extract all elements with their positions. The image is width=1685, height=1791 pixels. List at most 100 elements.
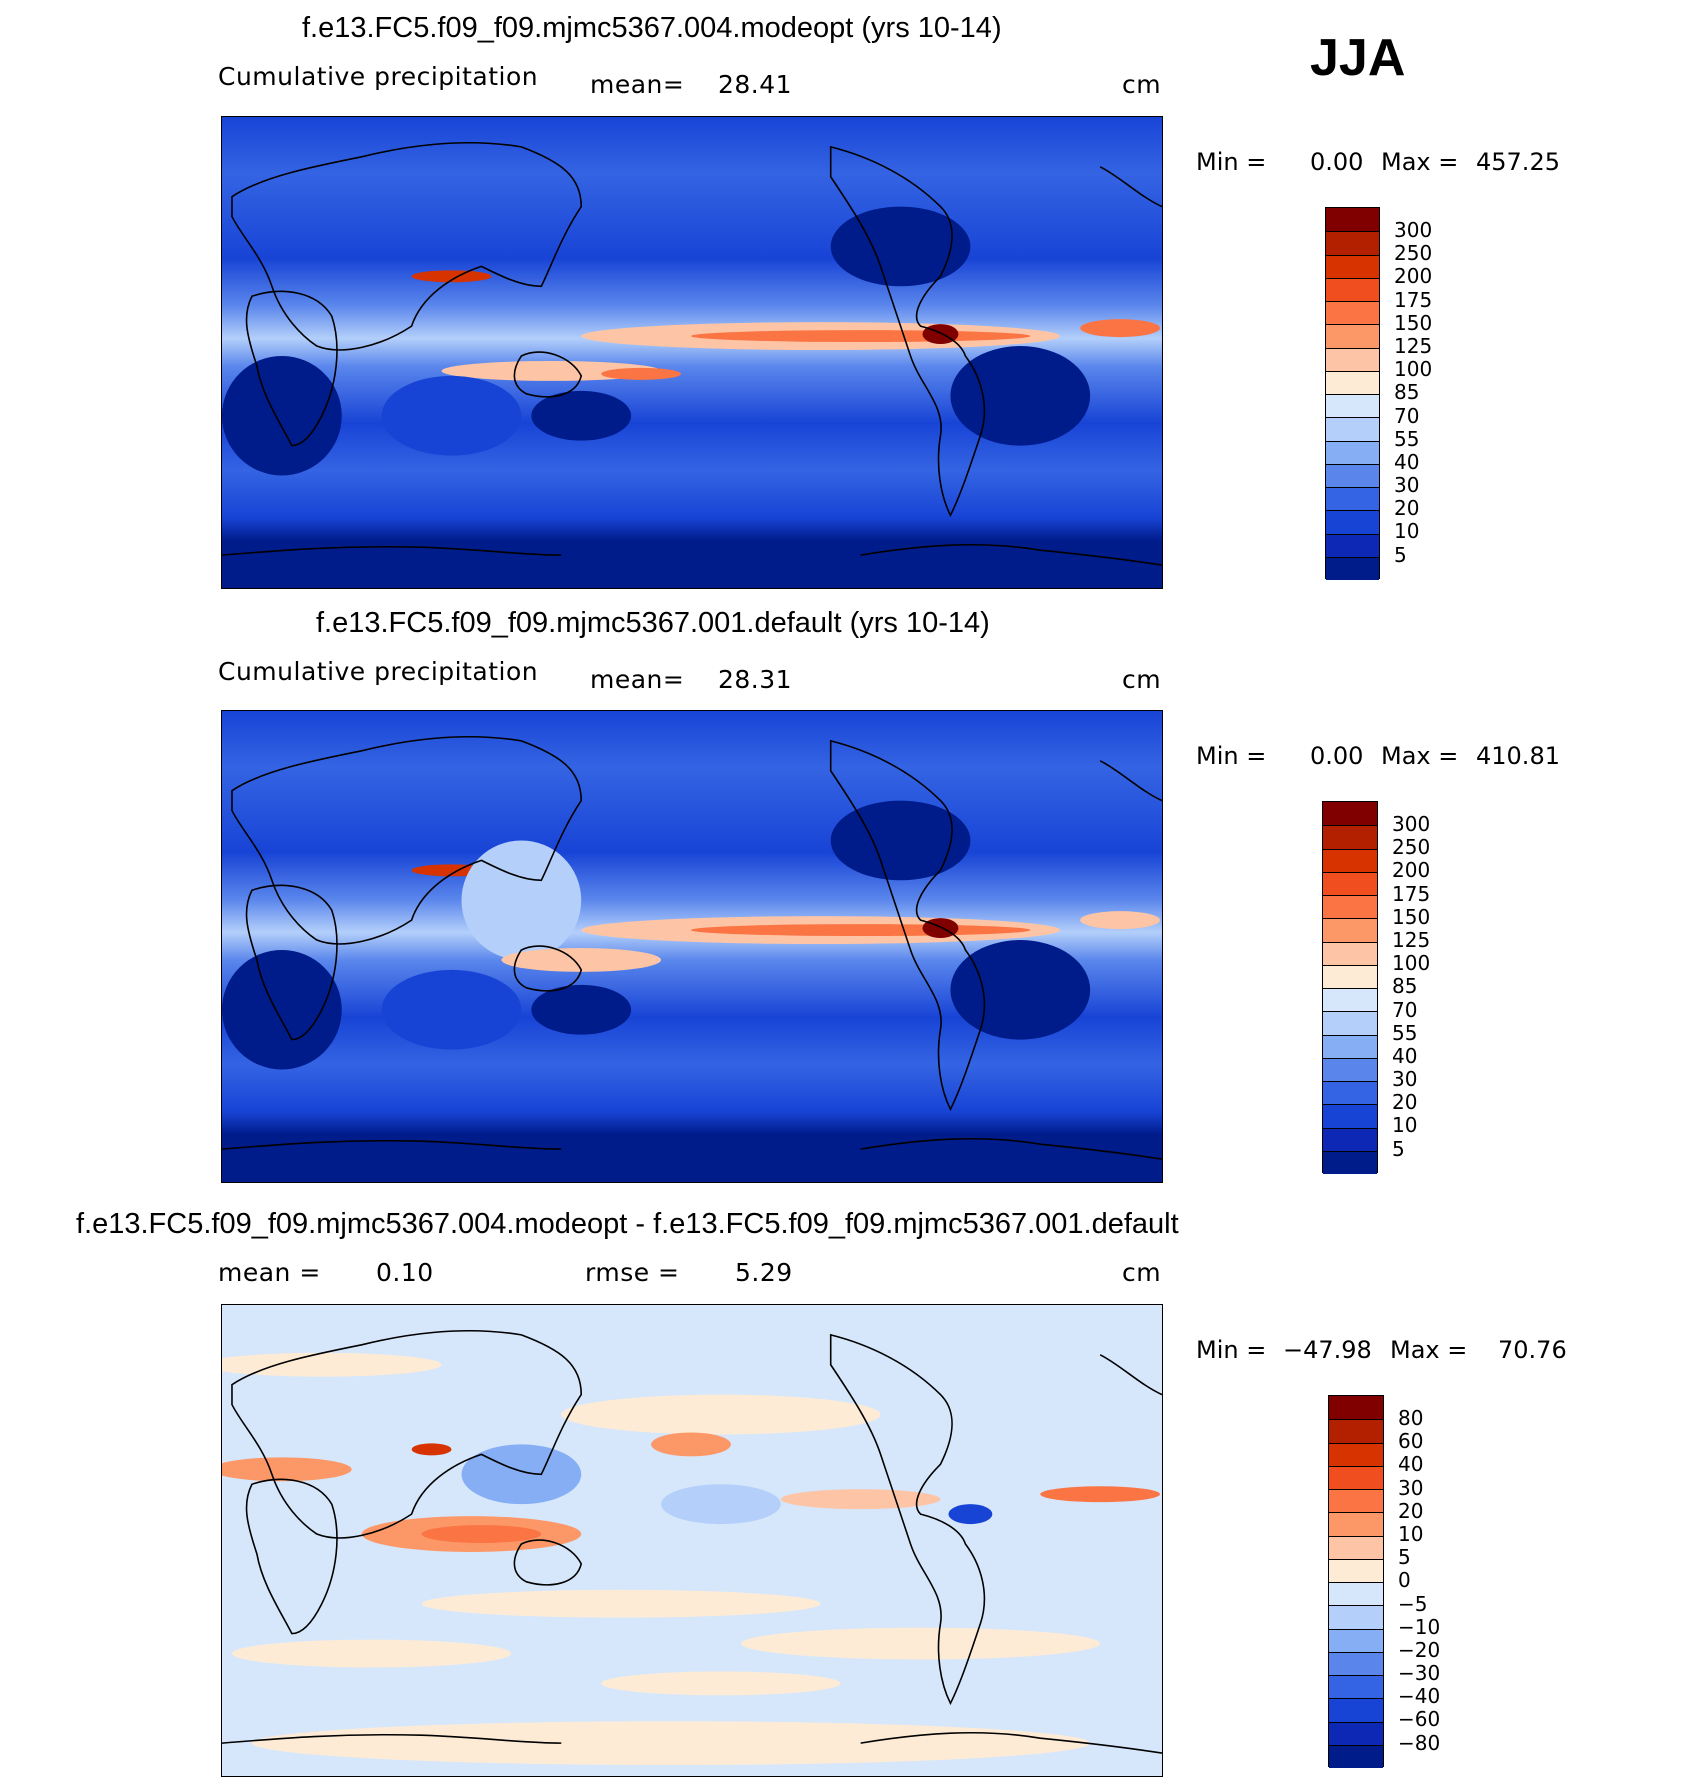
- panel2-precip-map: [221, 710, 1163, 1183]
- panel1-colorbar-swatch: [1326, 417, 1379, 441]
- panel1-colorbar: [1325, 207, 1380, 580]
- panel3-colorbar-swatch: [1329, 1535, 1383, 1559]
- panel3-colorbar-ticks: 80 60 40 30 20 10 5 0 −5 −10 −20 −30 −40…: [1398, 1406, 1441, 1755]
- panel1-subtitle: Cumulative precipitation: [218, 62, 539, 91]
- panel2-mean-value: 28.31: [718, 665, 793, 694]
- panel2-tick-label: 100: [1392, 951, 1431, 976]
- panel1-tick-label: 150: [1394, 310, 1433, 335]
- panel2-colorbar-swatch: [1323, 1081, 1377, 1105]
- panel3-rmse-label: rmse =: [585, 1258, 680, 1287]
- panel2-tick-label: 70: [1392, 997, 1418, 1022]
- panel3-title: f.e13.FC5.f09_f09.mjmc5367.004.modeopt -…: [76, 1208, 1179, 1240]
- panel1-colorbar-swatch: [1326, 254, 1379, 278]
- panel1-colorbar-swatch: [1326, 487, 1379, 511]
- panel2-unit: cm: [1122, 665, 1162, 694]
- panel2-colorbar-swatch: [1323, 871, 1377, 895]
- panel3-unit: cm: [1122, 1258, 1162, 1287]
- panel3-colorbar-swatch: [1329, 1721, 1383, 1745]
- season-label: JJA: [1310, 29, 1406, 87]
- panel3-colorbar-swatch: [1329, 1489, 1383, 1513]
- panel3-colorbar-swatch: [1329, 1628, 1383, 1652]
- panel3-colorbar: [1328, 1395, 1384, 1768]
- panel1-colorbar-ticks: 300 250 200 175 150 125 100 85 70 55 40 …: [1394, 218, 1433, 567]
- panel1-colorbar-swatch: [1326, 301, 1379, 325]
- panel1-colorbar-swatch: [1326, 394, 1379, 418]
- panel2-tick-label: 10: [1392, 1113, 1418, 1138]
- panel2-colorbar-swatch: [1323, 802, 1377, 826]
- panel3-tick-label: −60: [1398, 1707, 1441, 1732]
- panel3-colorbar-swatch: [1329, 1396, 1383, 1420]
- panel3-difference-map: [221, 1304, 1163, 1777]
- panel3-max-value: 70.76: [1498, 1336, 1567, 1364]
- panel1-colorbar-swatch: [1326, 208, 1379, 232]
- panel2-mean-label: mean=: [590, 665, 685, 694]
- panel2-subtitle: Cumulative precipitation: [218, 657, 539, 686]
- panel1-tick-label: 100: [1394, 357, 1433, 382]
- panel3-colorbar-swatch: [1329, 1605, 1383, 1629]
- panel3-tick-label: 10: [1398, 1521, 1424, 1546]
- panel2-tick-label: 150: [1392, 904, 1431, 929]
- panel3-max-label: Max =: [1390, 1336, 1468, 1364]
- panel1-max-value: 457.25: [1476, 148, 1560, 176]
- panel2-tick-label: 5: [1392, 1136, 1405, 1161]
- panel2-title: f.e13.FC5.f09_f09.mjmc5367.001.default (…: [316, 607, 990, 639]
- panel2-min-label: Min =: [1196, 742, 1267, 770]
- panel1-min-label: Min =: [1196, 148, 1267, 176]
- panel3-colorbar-swatch: [1329, 1442, 1383, 1466]
- panel2-colorbar-swatch: [1323, 964, 1377, 988]
- panel1-precip-map: [221, 116, 1163, 589]
- panel2-tick-label: 200: [1392, 858, 1431, 883]
- panel1-colorbar-swatch: [1326, 533, 1379, 557]
- panel1-tick-label: 85: [1394, 380, 1420, 405]
- panel2-colorbar-swatch: [1323, 1104, 1377, 1128]
- panel3-tick-label: −40: [1398, 1684, 1441, 1709]
- panel1-colorbar-swatch: [1326, 324, 1379, 348]
- panel3-colorbar-swatch: [1329, 1675, 1383, 1699]
- panel3-colorbar-swatch: [1329, 1582, 1383, 1606]
- panel1-unit: cm: [1122, 70, 1162, 99]
- panel1-tick-label: 70: [1394, 403, 1420, 428]
- panel3-tick-label: −80: [1398, 1730, 1441, 1755]
- panel2-max-label: Max =: [1381, 742, 1459, 770]
- panel3-colorbar-swatch: [1329, 1698, 1383, 1722]
- panel2-tick-label: 125: [1392, 927, 1431, 952]
- panel2-max-value: 410.81: [1476, 742, 1560, 770]
- panel1-mean-value: 28.41: [718, 70, 793, 99]
- panel3-tick-label: −30: [1398, 1661, 1441, 1686]
- panel1-tick-label: 40: [1394, 449, 1420, 474]
- panel1-colorbar-swatch: [1326, 440, 1379, 464]
- panel3-tick-label: −5: [1398, 1591, 1428, 1616]
- panel2-tick-label: 85: [1392, 974, 1418, 999]
- panel2-tick-label: 175: [1392, 881, 1431, 906]
- panel3-tick-label: 20: [1398, 1498, 1424, 1523]
- panel2-colorbar-swatch: [1323, 825, 1377, 849]
- panel1-tick-label: 5: [1394, 542, 1407, 567]
- panel2-colorbar-swatch: [1323, 1127, 1377, 1151]
- panel2-tick-label: 250: [1392, 835, 1431, 860]
- panel1-colorbar-swatch: [1326, 231, 1379, 255]
- panel3-tick-label: 30: [1398, 1475, 1424, 1500]
- panel3-colorbar-swatch: [1329, 1744, 1383, 1768]
- panel1-title: f.e13.FC5.f09_f09.mjmc5367.004.modeopt (…: [302, 12, 1002, 44]
- panel1-min-value: 0.00: [1310, 148, 1364, 176]
- panel1-tick-label: 30: [1394, 473, 1420, 498]
- panel3-rmse-value: 5.29: [735, 1258, 793, 1287]
- panel2-colorbar: [1322, 801, 1378, 1174]
- panel1-tick-label: 250: [1394, 241, 1433, 266]
- panel3-colorbar-swatch: [1329, 1558, 1383, 1582]
- panel1-map-svg: [222, 117, 1162, 588]
- panel3-colorbar-swatch: [1329, 1512, 1383, 1536]
- panel3-tick-label: 0: [1398, 1568, 1411, 1593]
- panel3-min-value: −47.98: [1283, 1336, 1372, 1364]
- panel3-map-svg: [222, 1305, 1162, 1776]
- panel1-mean-label: mean=: [590, 70, 685, 99]
- panel2-colorbar-swatch: [1323, 1034, 1377, 1058]
- panel1-colorbar-swatch: [1326, 277, 1379, 301]
- panel2-colorbar-swatch: [1323, 1057, 1377, 1081]
- panel3-colorbar-swatch: [1329, 1419, 1383, 1443]
- panel1-max-label: Max =: [1381, 148, 1459, 176]
- panel1-colorbar-swatch: [1326, 347, 1379, 371]
- panel2-tick-label: 55: [1392, 1020, 1418, 1045]
- panel3-colorbar-swatch: [1329, 1465, 1383, 1489]
- panel1-tick-label: 20: [1394, 496, 1420, 521]
